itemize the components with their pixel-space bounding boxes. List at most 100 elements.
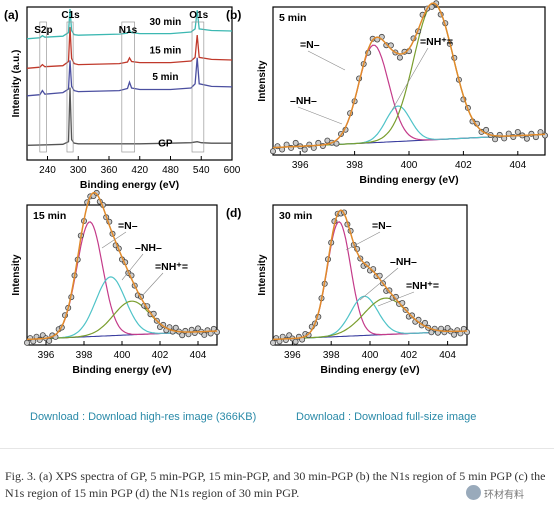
envelope-line: [26, 191, 218, 341]
download-fullsize-link[interactable]: Download : Download full-size image: [296, 411, 477, 423]
data-point: [451, 331, 458, 338]
annotation: C1s: [61, 10, 80, 21]
x-tick-label: 396: [284, 350, 301, 361]
x-tick-label: 404: [509, 160, 526, 171]
axes-frame: [26, 6, 233, 161]
data-point: [292, 139, 299, 146]
data-point: [269, 339, 276, 346]
data-point: [333, 140, 340, 147]
watermark-logo-icon: [466, 485, 481, 500]
envelope-line: [272, 2, 546, 149]
x-tick-label: 404: [439, 350, 456, 361]
axes-frame: [272, 204, 468, 346]
x-axis-label: Binding energy (eV): [320, 364, 419, 376]
data-point: [292, 338, 299, 345]
data-point: [492, 136, 499, 143]
x-tick-label: 402: [455, 160, 472, 171]
x-axis-label: Binding energy (eV): [80, 179, 179, 191]
watermark: 环材有料: [484, 490, 524, 501]
series-label: 30 min: [150, 17, 182, 28]
y-axis-label: Intensity: [257, 60, 268, 102]
figure-caption: Fig. 3. (a) XPS spectra of GP, 5 min-PGP…: [5, 469, 546, 500]
leader-line: [377, 291, 415, 307]
peak-label: –NH–: [290, 95, 317, 107]
x-axis-label: Binding energy (eV): [359, 174, 458, 186]
leader-line: [307, 50, 346, 71]
x-tick-label: 398: [76, 350, 93, 361]
series-line: [26, 27, 233, 69]
data-point: [523, 135, 530, 142]
data-point: [269, 148, 276, 155]
x-tick-label: 480: [162, 165, 179, 176]
peak-component-line: [272, 2, 546, 149]
panel-label: (a): [4, 8, 19, 22]
series-label: 15 min: [150, 45, 182, 56]
data-point: [428, 329, 435, 336]
x-tick-label: 402: [400, 350, 417, 361]
x-tick-label: 540: [193, 165, 210, 176]
leader-line: [101, 231, 127, 249]
leader-line: [121, 253, 144, 281]
x-tick-label: 400: [401, 160, 418, 171]
panel-condition-label: 5 min: [279, 12, 306, 24]
panel-condition-label: 30 min: [279, 210, 312, 222]
x-tick-label: 400: [362, 350, 379, 361]
region-box: [191, 21, 205, 153]
peak-label: =NH⁺=: [420, 36, 453, 48]
panel-label: (b): [226, 8, 241, 22]
peak-label: –NH–: [135, 242, 162, 254]
y-axis-label: Intensity (a.u.): [11, 50, 22, 118]
leader-line: [359, 267, 399, 301]
envelope-line: [272, 209, 467, 341]
download-highres-link[interactable]: Download : Download high-res image (366K…: [30, 411, 257, 423]
data-point: [483, 126, 490, 133]
x-tick-label: 396: [38, 350, 55, 361]
region-box: [66, 21, 74, 153]
data-point: [396, 54, 403, 61]
peak-label: =N–: [372, 220, 392, 232]
series-label: GP: [158, 139, 173, 150]
divider: [0, 448, 554, 449]
region-box: [121, 21, 135, 153]
x-tick-label: 300: [70, 165, 87, 176]
panel-condition-label: 15 min: [33, 210, 66, 222]
y-axis-label: Intensity: [11, 254, 22, 296]
annotation: O1s: [189, 10, 208, 21]
data-point: [172, 324, 179, 331]
peak-label: –NH–: [390, 256, 417, 268]
annotation: N1s: [119, 25, 138, 36]
leader-line: [391, 47, 429, 111]
x-tick-label: 600: [224, 165, 241, 176]
x-tick-label: 400: [114, 350, 131, 361]
x-axis-label: Binding energy (eV): [72, 364, 171, 376]
data-point: [201, 331, 208, 338]
x-tick-label: 360: [101, 165, 118, 176]
x-tick-label: 398: [323, 350, 340, 361]
data-point: [301, 146, 308, 153]
leader-line: [345, 231, 381, 251]
x-tick-label: 398: [346, 160, 363, 171]
data-point: [213, 329, 220, 336]
y-axis-label: Intensity: [257, 254, 268, 296]
x-tick-label: 420: [131, 165, 148, 176]
leader-line: [297, 106, 343, 125]
peak-label: =N–: [118, 220, 138, 232]
series-label: 5 min: [152, 72, 178, 83]
data-point: [23, 339, 30, 346]
annotation: S2p: [34, 25, 52, 36]
panel-label: (d): [226, 206, 241, 220]
series-line: [26, 8, 233, 40]
leader-line: [141, 272, 164, 297]
series-line: [26, 87, 232, 146]
peak-component-line: [26, 221, 218, 340]
peak-label: =N–: [300, 39, 320, 51]
series-line: [26, 57, 233, 97]
x-tick-label: 402: [152, 350, 169, 361]
peak-label: =NH⁺=: [406, 280, 439, 292]
data-point: [46, 337, 53, 344]
x-tick-label: 396: [292, 160, 309, 171]
data-point: [514, 128, 521, 135]
region-box: [39, 21, 47, 153]
peak-label: =NH⁺=: [155, 261, 188, 273]
x-tick-label: 404: [190, 350, 207, 361]
